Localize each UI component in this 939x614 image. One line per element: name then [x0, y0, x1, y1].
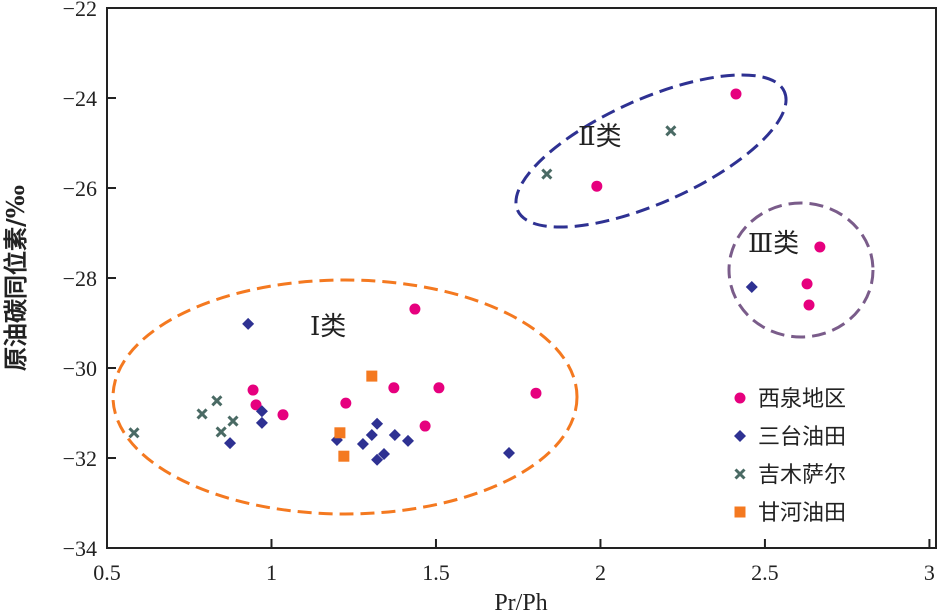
data-point-x — [227, 415, 239, 427]
data-point-circle — [247, 384, 259, 396]
data-point-circle — [340, 397, 352, 409]
data-point-diamond — [371, 453, 384, 466]
x-tick-label: 2 — [595, 560, 606, 585]
data-point-diamond — [255, 405, 268, 418]
x-tick-label: 2.5 — [751, 560, 779, 585]
data-point-circle — [801, 278, 813, 290]
data-point-diamond — [502, 447, 515, 460]
data-point-x — [211, 395, 223, 407]
x-axis-label: Pr/Ph — [494, 590, 547, 614]
data-point-square — [366, 370, 378, 382]
x-tick-label: 0.5 — [93, 560, 121, 585]
data-point-circle — [277, 409, 289, 421]
data-point-square — [334, 427, 346, 439]
x-tick-label: 3 — [924, 560, 935, 585]
data-point-circle — [388, 382, 400, 394]
legend-marker-diamond — [734, 430, 746, 442]
data-point-circle — [419, 420, 431, 432]
data-point-x — [215, 426, 227, 438]
y-tick-label: −24 — [63, 86, 97, 111]
x-tick-label: 1.5 — [422, 560, 450, 585]
cluster-ellipse-1 — [111, 278, 579, 516]
data-point-circle — [803, 299, 815, 311]
y-tick-label: −30 — [63, 356, 97, 381]
data-point-circle — [591, 180, 603, 192]
data-point-diamond — [224, 437, 237, 450]
data-point-x — [196, 408, 208, 420]
data-point-circle — [530, 387, 542, 399]
data-point-x — [541, 168, 553, 180]
data-point-circle — [409, 303, 421, 315]
data-points — [128, 88, 826, 466]
y-axis-label: 原油碳同位素/‰ — [1, 185, 30, 371]
data-point-circle — [814, 241, 826, 253]
legend-label: 吉木萨尔 — [758, 463, 846, 488]
axis-ticks: 0.5 1 1.5 2 2.5 3 −22 −24 −26 −28 −30 −32 −34 — [63, 0, 935, 585]
data-point-diamond — [242, 317, 255, 330]
region-label-1: Ⅰ类 — [310, 312, 346, 342]
data-point-diamond — [402, 434, 415, 447]
cluster-regions — [111, 73, 875, 516]
data-point-circle — [250, 399, 262, 411]
legend-marker-x — [734, 468, 746, 480]
region-label-3: Ⅲ类 — [748, 229, 799, 259]
y-tick-label: −34 — [63, 536, 97, 561]
cluster-ellipse-2 — [514, 73, 788, 229]
y-tick-label: −32 — [63, 446, 97, 471]
legend-marker-circle — [734, 392, 746, 404]
legend-label: 西泉地区 — [758, 387, 846, 412]
data-point-x — [665, 125, 677, 137]
y-tick-label: −22 — [63, 0, 97, 21]
legend-marker-square — [734, 506, 746, 518]
data-point-diamond — [365, 429, 378, 442]
x-tick-label: 1 — [266, 560, 277, 585]
data-point-diamond — [745, 281, 758, 293]
data-point-diamond — [255, 416, 268, 429]
data-point-x — [128, 427, 140, 439]
data-point-diamond — [371, 417, 384, 430]
cluster-ellipse-3 — [727, 201, 875, 339]
data-point-square — [338, 450, 350, 462]
data-point-diamond — [377, 447, 390, 460]
legend-label: 三台油田 — [758, 425, 846, 450]
region-label-2: Ⅱ类 — [578, 122, 622, 152]
legend-label: 甘河油田 — [758, 501, 846, 526]
data-point-circle — [730, 88, 742, 100]
y-tick-label: −26 — [63, 176, 97, 201]
data-point-diamond — [356, 438, 369, 451]
y-tick-label: −28 — [63, 266, 97, 291]
data-point-circle — [433, 382, 445, 394]
data-point-diamond — [388, 429, 401, 442]
